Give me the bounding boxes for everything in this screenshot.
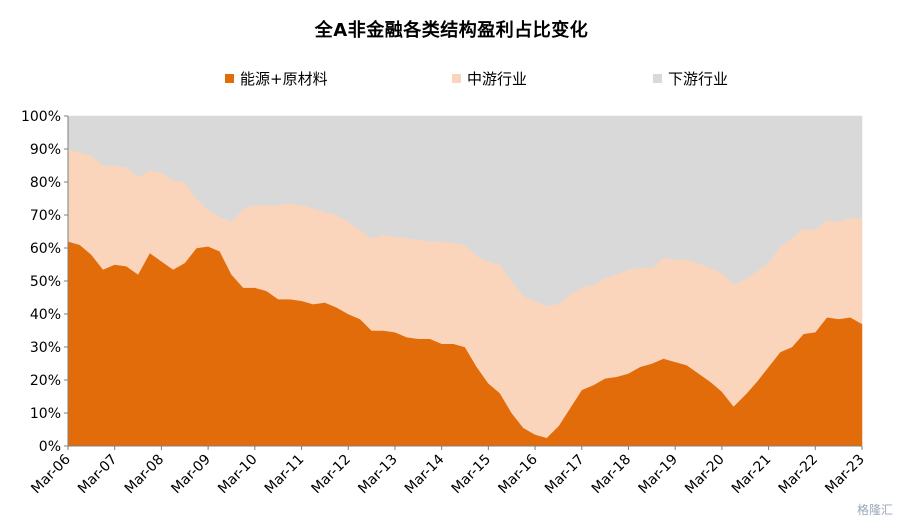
x-tick-label: Mar-21 (729, 452, 775, 498)
legend-item-midstream: 中游行业 (452, 68, 527, 89)
x-tick-label: Mar-13 (355, 452, 401, 498)
y-tick-label: 60% (30, 241, 61, 257)
legend-swatch-midstream (452, 74, 461, 83)
x-tick-label: Mar-10 (215, 452, 261, 498)
y-tick-label: 100% (21, 109, 61, 125)
y-tick-label: 30% (30, 340, 61, 356)
x-tick-label: Mar-19 (635, 452, 681, 498)
legend-label-midstream: 中游行业 (467, 70, 528, 88)
y-tick-label: 90% (30, 142, 61, 158)
x-tick-label: Mar-08 (122, 452, 168, 498)
x-tick-label: Mar-23 (822, 452, 868, 498)
y-tick-label: 50% (30, 274, 61, 290)
legend-swatch-energy-materials (225, 74, 234, 83)
y-tick-label: 40% (30, 307, 61, 323)
area-series-2 (67, 115, 863, 307)
x-tick-label: Mar-12 (309, 452, 355, 498)
y-tick-label: 80% (30, 175, 61, 191)
legend-item-energy-materials: 能源+原材料 (225, 68, 328, 89)
x-tick-label: Mar-11 (262, 452, 308, 498)
x-tick-label: Mar-14 (402, 451, 448, 497)
legend-swatch-downstream (653, 74, 662, 83)
legend-label-energy-materials: 能源+原材料 (240, 70, 328, 88)
x-tick-label: Mar-16 (495, 451, 541, 497)
y-tick-label: 20% (30, 373, 61, 389)
x-tick-label: Mar-09 (168, 452, 214, 498)
x-tick-label: Mar-20 (682, 452, 728, 498)
y-tick-label: 10% (30, 406, 61, 422)
x-tick-label: Mar-18 (589, 452, 635, 498)
y-tick-label: 0% (39, 439, 61, 455)
y-tick-label: 70% (30, 208, 61, 224)
x-tick-label: Mar-17 (542, 452, 588, 498)
legend-label-downstream: 下游行业 (668, 70, 729, 88)
watermark-logo: 格隆汇 (856, 503, 893, 517)
x-tick-label: Mar-07 (75, 452, 121, 498)
x-tick-label: Mar-22 (776, 452, 822, 498)
legend-item-downstream: 下游行业 (653, 68, 728, 89)
x-tick-label: Mar-06 (28, 451, 74, 497)
legend: 能源+原材料 中游行业 下游行业 (0, 68, 903, 92)
chart-title: 全A非金融各类结构盈利占比变化 (314, 20, 589, 41)
x-tick-label: Mar-15 (449, 452, 495, 498)
